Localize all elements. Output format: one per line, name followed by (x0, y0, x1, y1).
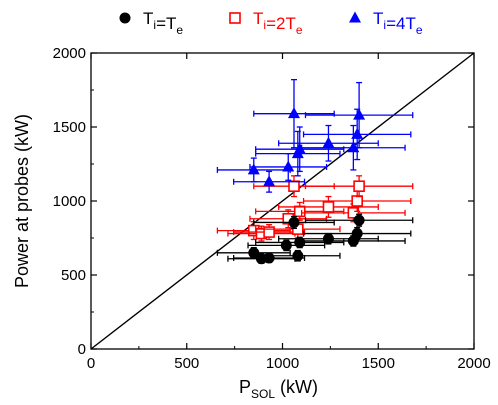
data-point-2-9 (353, 108, 366, 120)
x-axis-label: PSOL (kW) (239, 377, 318, 401)
y-tick-label: 0 (78, 341, 86, 358)
legend-item-2: Ti=4Te (349, 9, 423, 37)
data-point-1-10 (353, 180, 365, 192)
y-tick-label: 500 (61, 267, 86, 284)
legend-item-0: Ti=Te (119, 9, 183, 37)
data-point-0-5 (292, 250, 304, 262)
data-point-1-9 (351, 195, 363, 207)
legend-label-0: Ti=Te (143, 9, 183, 37)
data-point-0-3 (280, 239, 292, 251)
y-tick-label: 1500 (53, 119, 86, 136)
legend-label-2: Ti=4Te (373, 9, 423, 37)
x-tick-label: 0 (87, 355, 95, 372)
reference-line (90, 52, 475, 350)
series-0 (216, 213, 414, 265)
x-tick-label: 1500 (362, 355, 395, 372)
x-tick-label: 500 (174, 355, 199, 372)
data-point-2-6 (322, 136, 335, 148)
legend-marker-1 (229, 12, 241, 24)
data-point-2-1 (263, 175, 276, 187)
legend-marker-2 (349, 11, 361, 23)
data-point-2-7 (347, 141, 360, 153)
data-point-0-4 (288, 216, 300, 228)
data-point-0-10 (353, 214, 365, 226)
data-point-0-9 (351, 228, 363, 240)
data-point-0-7 (322, 233, 334, 245)
y-tick-label: 1000 (53, 193, 86, 210)
data-point-1-6 (293, 205, 306, 218)
data-point-2-5 (293, 142, 306, 154)
y-axis-label: Power at probes (kW) (12, 114, 32, 288)
data-point-2-3 (287, 107, 300, 119)
series-2 (216, 78, 414, 193)
data-point-2-0 (247, 163, 260, 175)
legend-label-1: Ti=2Te (253, 9, 303, 37)
data-point-2-8 (351, 127, 364, 139)
series-1 (216, 175, 414, 242)
data-point-0-2 (263, 252, 275, 264)
data-point-1-8 (347, 207, 360, 219)
legend-marker-0 (119, 12, 131, 24)
data-point-1-4 (288, 180, 300, 192)
data-point-2-2 (282, 160, 295, 172)
plot-area (90, 52, 475, 350)
data-point-1-7 (322, 201, 335, 213)
legend-item-1: Ti=2Te (229, 9, 303, 37)
x-tick-label: 2000 (457, 355, 490, 372)
legend: Ti=Te Ti=2Te Ti=4Te (119, 9, 423, 37)
data-point-1-2 (263, 226, 275, 238)
axis-ticks: 0 500 1000 1500 2000 0 500 1000 1500 2000 (53, 45, 491, 372)
y-tick-label: 2000 (53, 45, 86, 62)
x-tick-label: 1000 (266, 355, 299, 372)
data-point-0-6 (294, 236, 306, 248)
